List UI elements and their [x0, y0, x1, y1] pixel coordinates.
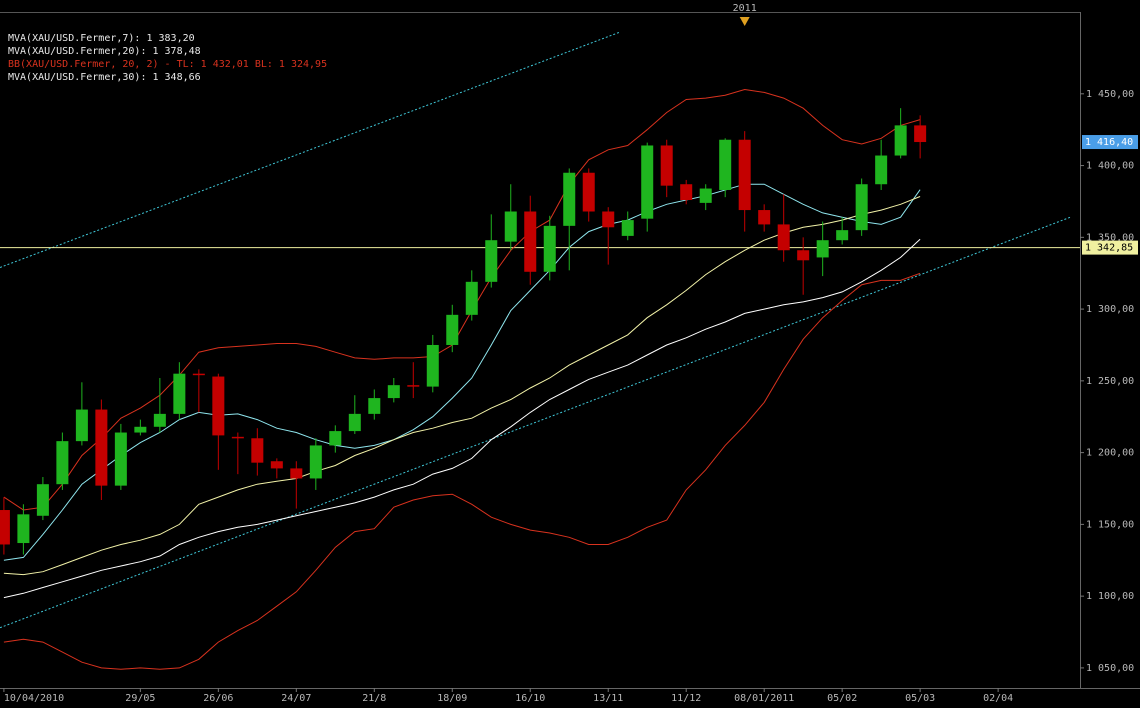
x-tick-label: 29/05 — [125, 693, 155, 704]
hline-box — [1082, 240, 1138, 255]
candle-body — [524, 211, 537, 272]
candle-body — [465, 281, 478, 315]
candle-body — [485, 240, 498, 282]
x-tick-label: 08/01/2011 — [734, 693, 794, 704]
legend-entry: BB(XAU/USD.Fermer, 20, 2) - TL: 1 432,01… — [8, 59, 327, 70]
y-tick-label: 1 400,00 — [1086, 161, 1134, 172]
x-tick-label: 10/04/2010 — [4, 693, 64, 704]
last-price-box — [1082, 135, 1138, 150]
legend-entry: MVA(XAU/USD.Fermer,20): 1 378,48 — [8, 46, 201, 57]
x-tick-label: 24/07 — [281, 693, 311, 704]
candle-body — [329, 431, 342, 446]
candle-body — [173, 373, 186, 414]
candle-body — [75, 409, 88, 442]
candle-body — [17, 514, 30, 544]
candle-body — [134, 426, 147, 433]
year-marker — [739, 17, 750, 26]
candle-body — [348, 413, 361, 432]
candle-body — [855, 184, 868, 231]
candle-body — [758, 210, 771, 225]
candle-body — [738, 139, 751, 211]
candle-body — [56, 441, 69, 485]
candle-body — [719, 139, 732, 190]
y-tick-label: 1 350,00 — [1086, 232, 1134, 243]
bollinger-lower — [3, 272, 921, 670]
candle-body — [582, 172, 595, 212]
x-tick-label: 16/10 — [515, 693, 545, 704]
candle-body — [153, 413, 166, 427]
last-price-label: 1 416,40 — [1085, 137, 1133, 148]
y-tick-label: 1 100,00 — [1086, 591, 1134, 602]
candle-body — [192, 373, 205, 376]
y-tick-label: 1 200,00 — [1086, 448, 1134, 459]
candle-body — [290, 468, 303, 479]
candle-body — [621, 220, 634, 236]
candle-body — [543, 225, 556, 272]
candle-body — [446, 314, 459, 345]
bollinger-upper — [3, 88, 921, 511]
x-tick-label: 26/06 — [203, 693, 233, 704]
candle-body — [407, 385, 420, 387]
candle-body — [699, 188, 712, 203]
x-tick-label: 11/12 — [671, 693, 701, 704]
candle-body — [309, 445, 322, 479]
x-tick-label: 05/02 — [827, 693, 857, 704]
candle-body — [504, 211, 517, 242]
trend-line — [0, 31, 621, 268]
candle-body — [270, 461, 283, 469]
y-tick-label: 1 450,00 — [1086, 89, 1134, 100]
candle-body — [602, 211, 615, 228]
candle-body — [387, 385, 400, 399]
candle-body — [875, 155, 888, 185]
indicator-line — [3, 196, 921, 576]
x-tick-label: 13/11 — [593, 693, 623, 704]
candle-body — [660, 145, 673, 186]
candle-body — [0, 510, 10, 545]
candle-body — [777, 224, 790, 251]
candle-body — [797, 250, 810, 261]
legend-entry: MVA(XAU/USD.Fermer,7): 1 383,20 — [8, 33, 195, 44]
trend-line — [0, 216, 1071, 629]
candle-body — [836, 230, 849, 241]
hline-label: 1 342,85 — [1085, 243, 1133, 254]
candle-body — [231, 436, 244, 439]
candle-body — [251, 438, 264, 463]
candle-body — [368, 398, 381, 414]
candle-body — [641, 145, 654, 219]
candle-body — [212, 376, 225, 436]
y-tick-label: 1 150,00 — [1086, 519, 1134, 530]
candle-body — [95, 409, 108, 486]
y-tick-label: 1 050,00 — [1086, 663, 1134, 674]
candle-body — [894, 125, 907, 156]
candle-body — [114, 432, 127, 486]
candle-body — [914, 125, 927, 143]
indicator-line — [3, 238, 921, 599]
candle-body — [563, 172, 576, 226]
y-tick-label: 1 250,00 — [1086, 376, 1134, 387]
indicator-line — [3, 183, 921, 561]
candle-body — [680, 184, 693, 201]
x-tick-label: 21/8 — [362, 693, 386, 704]
y-tick-label: 1 300,00 — [1086, 304, 1134, 315]
candle-body — [36, 484, 49, 516]
legend-entry: MVA(XAU/USD.Fermer,30): 1 348,66 — [8, 72, 201, 83]
candle-body — [426, 344, 439, 387]
x-tick-label: 18/09 — [437, 693, 467, 704]
candle-body — [816, 240, 829, 258]
x-tick-label: 02/04 — [983, 693, 1013, 704]
x-tick-label: 05/03 — [905, 693, 935, 704]
year-label: 2011 — [733, 3, 757, 14]
